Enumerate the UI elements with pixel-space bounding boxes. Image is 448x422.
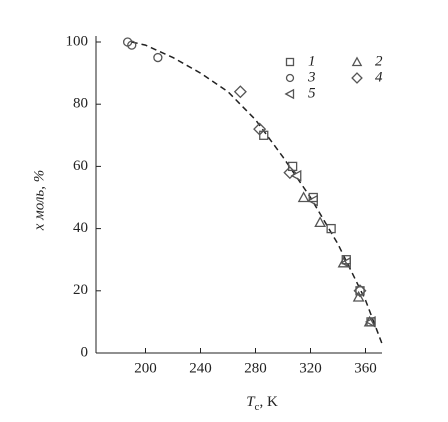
legend-marker xyxy=(284,88,295,100)
x-label-unit: , K xyxy=(259,394,278,410)
legend-marker xyxy=(285,73,295,83)
legend-label: 4 xyxy=(375,69,383,85)
marker xyxy=(127,40,137,50)
x-axis-label: Tc, K xyxy=(246,394,278,412)
marker xyxy=(353,284,367,298)
x-tick-label: 200 xyxy=(134,360,157,376)
x-tick-label: 240 xyxy=(189,360,212,376)
x-label-symbol: T xyxy=(246,394,256,410)
legend-marker xyxy=(285,57,295,67)
x-tick-label: 320 xyxy=(299,360,322,376)
y-tick-label: 40 xyxy=(73,220,88,236)
marker xyxy=(352,290,365,302)
marker xyxy=(364,316,376,328)
legend-label: 2 xyxy=(375,53,383,69)
legend-label: 5 xyxy=(308,85,316,101)
marker xyxy=(283,166,297,180)
marker xyxy=(340,256,351,269)
y-tick-label: 20 xyxy=(73,282,88,298)
marker xyxy=(297,191,310,203)
marker xyxy=(290,169,302,182)
x-label-subscript: c xyxy=(255,401,260,413)
marker xyxy=(253,122,267,136)
marker xyxy=(314,216,327,228)
y-axis-label: x моль, % xyxy=(31,170,47,231)
y-tick-label: 80 xyxy=(73,96,88,112)
legend-label: 1 xyxy=(308,53,316,69)
legend-marker xyxy=(351,72,363,84)
marker xyxy=(326,223,336,234)
y-tick-label: 60 xyxy=(73,158,88,174)
x-tick-label: 280 xyxy=(244,360,267,376)
y-tick-label: 0 xyxy=(81,344,89,360)
x-tick-label: 360 xyxy=(354,360,377,376)
marker xyxy=(307,194,318,207)
y-tick-label: 100 xyxy=(66,33,89,49)
legend-marker xyxy=(351,56,363,67)
marker xyxy=(153,52,163,63)
marker xyxy=(233,85,247,99)
fit-curve xyxy=(131,41,383,344)
legend-label: 3 xyxy=(307,69,316,85)
